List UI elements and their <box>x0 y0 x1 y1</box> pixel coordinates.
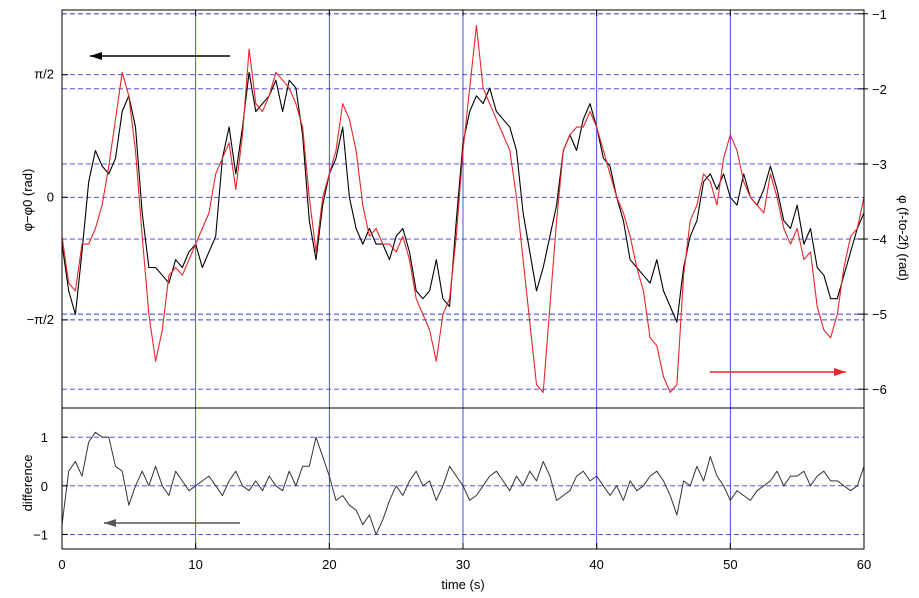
right-tick-label: −1 <box>872 7 887 22</box>
x-tick-label: 50 <box>723 557 737 572</box>
left-tick-label: π/2 <box>34 67 54 82</box>
series-layer <box>61 25 865 535</box>
bottom-y-tick-label: −1 <box>33 527 48 542</box>
bottom-y-tick-label: 0 <box>41 479 48 494</box>
arrows-layer <box>90 52 846 527</box>
bottom-y-axis-label: difference <box>20 455 35 512</box>
bottom-panel-grid <box>61 408 865 549</box>
x-tick-label: 30 <box>456 557 470 572</box>
right-tick-label: −4 <box>872 232 887 247</box>
right-axis-label: φ (f-to-2f) (rad) <box>896 195 911 281</box>
right-tick-label: −2 <box>872 82 887 97</box>
ticks-layer: π/20−π/2−1−2−3−4−5−610−10 10 20 30 40 50 60 <box>27 7 887 572</box>
x-tick-label: 10 <box>188 557 202 572</box>
x-tick-label: 60 <box>857 557 871 572</box>
bottom-series-difference <box>61 431 865 535</box>
red-series-arrow-head <box>834 368 846 376</box>
x-axis-label: time (s) <box>441 577 484 592</box>
x-tick-label: 0 <box>58 557 65 572</box>
right-tick-label: −6 <box>872 382 887 397</box>
left-tick-label: 0 <box>47 189 54 204</box>
left-tick-label: −π/2 <box>27 312 54 327</box>
black-series-arrow-head <box>90 52 102 60</box>
x-tick-label: 40 <box>589 557 603 572</box>
labels-layer: φ−φ0 (rad) φ (f-to-2f) (rad) difference … <box>20 169 911 592</box>
top-series-red <box>61 25 865 393</box>
x-tick-label: 20 <box>322 557 336 572</box>
difference-arrow-head <box>104 519 116 527</box>
right-tick-label: −5 <box>872 307 887 322</box>
bottom-y-tick-label: 1 <box>41 430 48 445</box>
left-axis-label: φ−φ0 (rad) <box>20 169 35 232</box>
top-panel-grid <box>61 10 865 408</box>
right-tick-label: −3 <box>872 157 887 172</box>
